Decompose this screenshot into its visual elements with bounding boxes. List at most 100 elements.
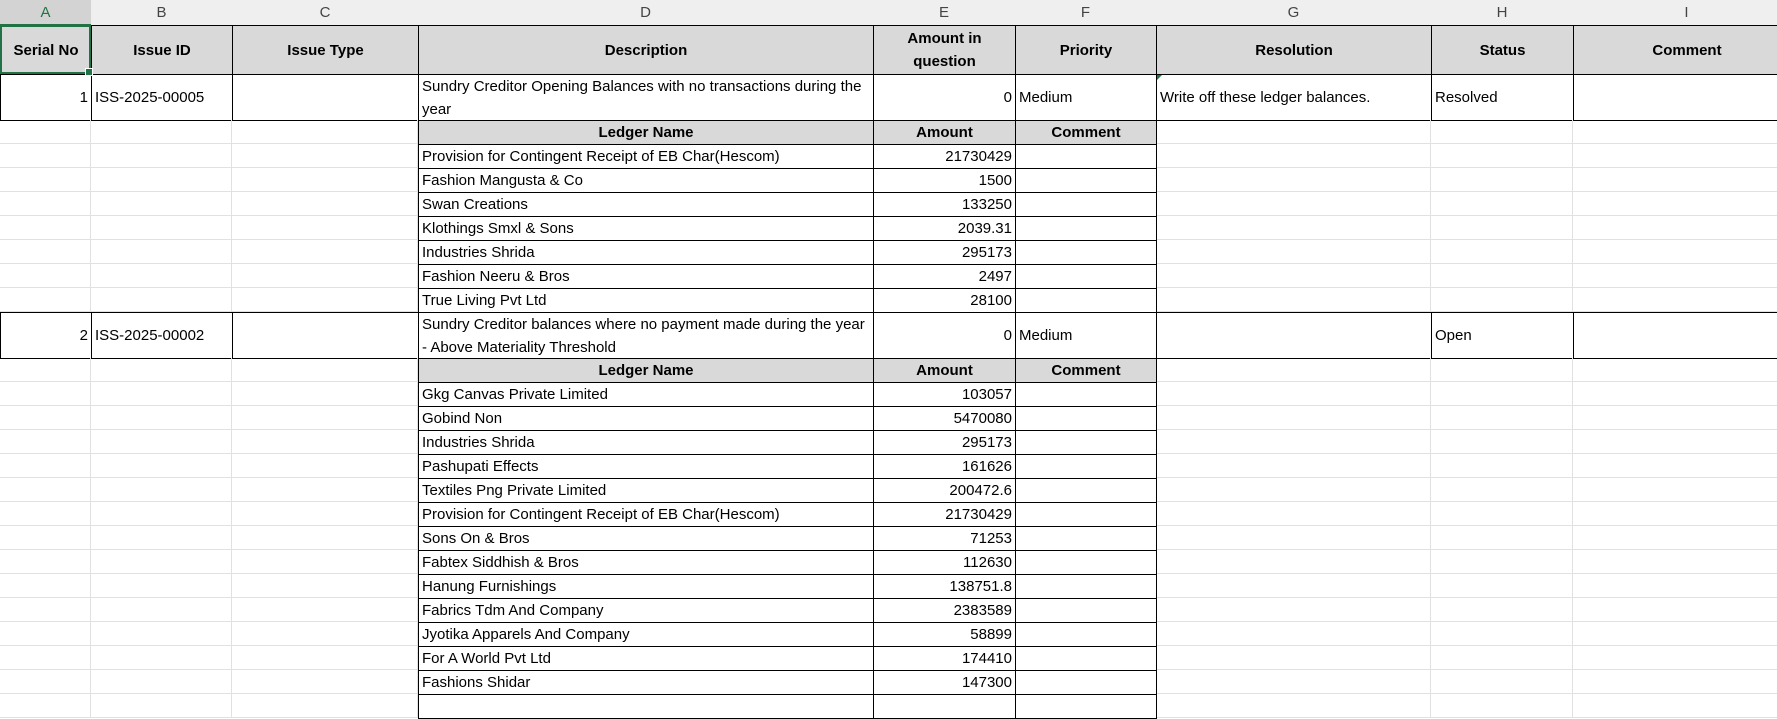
ledger-name[interactable]: True Living Pvt Ltd: [418, 288, 874, 313]
empty-cell[interactable]: [91, 406, 232, 430]
ledger-amount[interactable]: 103057: [873, 382, 1016, 407]
ledger-comment[interactable]: [1015, 288, 1157, 313]
ledger-name[interactable]: Provision for Contingent Receipt of EB C…: [418, 502, 874, 527]
empty-cell[interactable]: [1156, 382, 1431, 406]
empty-cell[interactable]: [91, 550, 232, 574]
empty-cell[interactable]: [1431, 264, 1573, 288]
ledger-name[interactable]: Jyotika Apparels And Company: [418, 622, 874, 647]
ledger-name[interactable]: [418, 694, 874, 719]
empty-cell[interactable]: [232, 264, 418, 288]
empty-cell[interactable]: [0, 358, 91, 382]
empty-cell[interactable]: [1431, 216, 1573, 240]
issue-priority[interactable]: Medium: [1015, 74, 1157, 121]
ledger-comment[interactable]: [1015, 694, 1157, 719]
empty-cell[interactable]: [91, 526, 232, 550]
empty-cell[interactable]: [0, 670, 91, 694]
empty-cell[interactable]: [91, 192, 232, 216]
empty-cell[interactable]: [1156, 264, 1431, 288]
empty-cell[interactable]: [0, 622, 91, 646]
ledger-comment[interactable]: [1015, 264, 1157, 289]
empty-cell[interactable]: [1431, 694, 1573, 718]
ledger-comment[interactable]: [1015, 550, 1157, 575]
column-header-i[interactable]: I: [1573, 0, 1777, 26]
empty-cell[interactable]: [91, 622, 232, 646]
empty-cell[interactable]: [91, 646, 232, 670]
ledger-comment[interactable]: [1015, 478, 1157, 503]
ledger-amount[interactable]: 58899: [873, 622, 1016, 647]
empty-cell[interactable]: [1431, 144, 1573, 168]
ledger-comment[interactable]: [1015, 670, 1157, 695]
empty-cell[interactable]: [1573, 168, 1777, 192]
ledger-amount[interactable]: [873, 694, 1016, 719]
ledger-comment[interactable]: [1015, 598, 1157, 623]
ledger-name[interactable]: Swan Creations: [418, 192, 874, 217]
ledger-name[interactable]: Hanung Furnishings: [418, 574, 874, 599]
empty-cell[interactable]: [1156, 694, 1431, 718]
ledger-name[interactable]: Klothings Smxl & Sons: [418, 216, 874, 241]
column-header-e[interactable]: E: [873, 0, 1016, 26]
empty-cell[interactable]: [0, 406, 91, 430]
ledger-comment[interactable]: [1015, 240, 1157, 265]
ledger-amount[interactable]: 71253: [873, 526, 1016, 551]
empty-cell[interactable]: [1573, 120, 1777, 144]
header-issue-id[interactable]: Issue ID: [91, 25, 233, 75]
ledger-comment[interactable]: [1015, 144, 1157, 169]
empty-cell[interactable]: [232, 670, 418, 694]
empty-cell[interactable]: [232, 598, 418, 622]
ledger-amount[interactable]: 147300: [873, 670, 1016, 695]
empty-cell[interactable]: [1573, 598, 1777, 622]
issue-issue-id[interactable]: ISS-2025-00002: [91, 312, 233, 359]
issue-resolution[interactable]: [1156, 312, 1432, 359]
empty-cell[interactable]: [1431, 406, 1573, 430]
empty-cell[interactable]: [91, 670, 232, 694]
empty-cell[interactable]: [0, 264, 91, 288]
ledger-amount[interactable]: 1500: [873, 168, 1016, 193]
empty-cell[interactable]: [1573, 264, 1777, 288]
empty-cell[interactable]: [1156, 216, 1431, 240]
ledger-comment[interactable]: [1015, 216, 1157, 241]
ledger-name[interactable]: For A World Pvt Ltd: [418, 646, 874, 671]
empty-cell[interactable]: [91, 430, 232, 454]
empty-cell[interactable]: [232, 526, 418, 550]
empty-cell[interactable]: [1573, 454, 1777, 478]
empty-cell[interactable]: [1573, 216, 1777, 240]
ledger-comment[interactable]: [1015, 430, 1157, 455]
column-header-f[interactable]: F: [1015, 0, 1157, 26]
empty-cell[interactable]: [0, 430, 91, 454]
issue-issue-id[interactable]: ISS-2025-00005: [91, 74, 233, 121]
empty-cell[interactable]: [91, 288, 232, 312]
empty-cell[interactable]: [0, 598, 91, 622]
issue-issue-type[interactable]: [232, 312, 419, 359]
empty-cell[interactable]: [1431, 574, 1573, 598]
empty-cell[interactable]: [1431, 454, 1573, 478]
ledger-amount[interactable]: 161626: [873, 454, 1016, 479]
issue-amount[interactable]: 0: [873, 74, 1016, 121]
ledger-comment[interactable]: [1015, 406, 1157, 431]
empty-cell[interactable]: [91, 168, 232, 192]
empty-cell[interactable]: [1573, 574, 1777, 598]
empty-cell[interactable]: [1573, 382, 1777, 406]
empty-cell[interactable]: [232, 120, 418, 144]
empty-cell[interactable]: [0, 550, 91, 574]
issue-amount[interactable]: 0: [873, 312, 1016, 359]
empty-cell[interactable]: [1156, 144, 1431, 168]
column-header-d[interactable]: D: [418, 0, 874, 26]
empty-cell[interactable]: [1573, 430, 1777, 454]
issue-description[interactable]: Sundry Creditor Opening Balances with no…: [418, 74, 874, 121]
empty-cell[interactable]: [1156, 622, 1431, 646]
empty-cell[interactable]: [1156, 168, 1431, 192]
empty-cell[interactable]: [91, 694, 232, 718]
empty-cell[interactable]: [1156, 478, 1431, 502]
ledger-amount[interactable]: 200472.6: [873, 478, 1016, 503]
ledger-comment[interactable]: [1015, 502, 1157, 527]
empty-cell[interactable]: [1431, 168, 1573, 192]
ledger-amount[interactable]: 28100: [873, 288, 1016, 313]
empty-cell[interactable]: [232, 144, 418, 168]
empty-cell[interactable]: [91, 502, 232, 526]
empty-cell[interactable]: [1156, 550, 1431, 574]
empty-cell[interactable]: [0, 144, 91, 168]
ledger-comment[interactable]: [1015, 574, 1157, 599]
empty-cell[interactable]: [1156, 670, 1431, 694]
ledger-amount[interactable]: 138751.8: [873, 574, 1016, 599]
empty-cell[interactable]: [1573, 550, 1777, 574]
